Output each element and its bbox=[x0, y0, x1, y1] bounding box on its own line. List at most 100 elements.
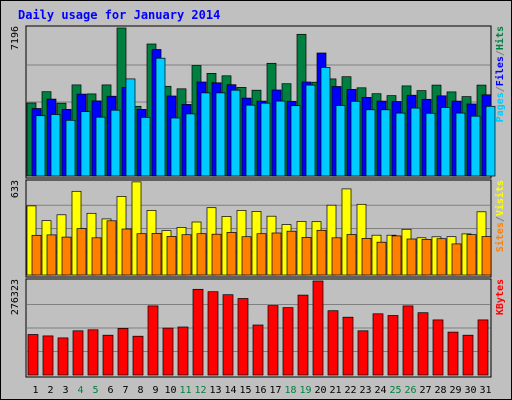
x-tick-label-day-12: 12 bbox=[194, 385, 206, 396]
bar-kbytes-day-29 bbox=[447, 331, 459, 376]
x-tick-label-day-17: 17 bbox=[269, 385, 281, 396]
bar-pages-day-29 bbox=[455, 112, 466, 177]
x-tick-label-day-28: 28 bbox=[434, 385, 446, 396]
bar-kbytes-day-13 bbox=[207, 291, 219, 376]
bar-kbytes-day-6 bbox=[102, 334, 114, 376]
x-tick-label-day-14: 14 bbox=[224, 385, 236, 396]
x-tick-label-day-5: 5 bbox=[92, 385, 98, 396]
bar-pages-day-10 bbox=[170, 117, 181, 177]
x-tick-label-day-24: 24 bbox=[374, 385, 386, 396]
x-tick-label-day-1: 1 bbox=[32, 385, 38, 396]
x-tick-label-day-22: 22 bbox=[344, 385, 356, 396]
bar-sites-day-2 bbox=[46, 234, 57, 276]
bar-pages-day-7 bbox=[125, 78, 136, 177]
series-kbytes bbox=[27, 280, 489, 376]
x-tick-label-day-11: 11 bbox=[179, 385, 191, 396]
bar-visits-day-22 bbox=[341, 188, 352, 276]
bar-sites-day-22 bbox=[346, 234, 357, 276]
bar-sites-day-27 bbox=[421, 239, 432, 276]
bar-pages-day-31 bbox=[485, 105, 496, 177]
bar-kbytes-day-9 bbox=[147, 305, 159, 376]
bar-kbytes-day-12 bbox=[192, 288, 204, 376]
x-tick-label-day-6: 6 bbox=[107, 385, 113, 396]
bar-kbytes-day-7 bbox=[117, 328, 129, 376]
bar-sites-day-1 bbox=[31, 234, 42, 276]
bar-kbytes-day-2 bbox=[42, 335, 54, 376]
bar-kbytes-day-10 bbox=[162, 327, 174, 376]
x-tick-label-day-26: 26 bbox=[404, 385, 416, 396]
chart-title: Daily usage for January 2014 bbox=[18, 8, 220, 22]
bar-kbytes-day-3 bbox=[57, 337, 69, 376]
legend-entry-visits: Visits bbox=[494, 180, 506, 216]
bar-pages-day-27 bbox=[425, 112, 436, 177]
bar-kbytes-day-20 bbox=[312, 280, 324, 376]
bar-kbytes-day-28 bbox=[432, 319, 444, 376]
bar-pages-day-24 bbox=[380, 109, 391, 177]
bar-sites-day-19 bbox=[301, 237, 312, 276]
bar-kbytes-day-31 bbox=[477, 319, 489, 376]
bar-pages-day-15 bbox=[245, 104, 256, 177]
bar-pages-day-14 bbox=[230, 89, 241, 177]
x-tick-label-day-4: 4 bbox=[77, 385, 83, 396]
legend-entry-kbytes: KBytes bbox=[495, 279, 506, 315]
x-tick-label-day-30: 30 bbox=[464, 385, 476, 396]
x-tick-label-day-7: 7 bbox=[122, 385, 128, 396]
bar-sites-day-5 bbox=[91, 237, 102, 276]
x-tick-label-day-2: 2 bbox=[47, 385, 53, 396]
bar-kbytes-day-26 bbox=[402, 305, 414, 376]
bar-pages-day-11 bbox=[185, 113, 196, 177]
x-tick-label-day-3: 3 bbox=[62, 385, 68, 396]
series-pages bbox=[35, 57, 496, 177]
bar-kbytes-day-30 bbox=[462, 334, 474, 376]
bar-sites-day-25 bbox=[391, 235, 402, 276]
bar-pages-day-26 bbox=[410, 107, 421, 177]
panel-visits-legend: Sites/Visits bbox=[494, 180, 506, 252]
bar-kbytes-day-22 bbox=[342, 316, 354, 376]
bar-sites-day-20 bbox=[316, 229, 327, 276]
panel-kbytes: 276323 KBytes bbox=[10, 278, 506, 378]
bar-visits-day-8 bbox=[131, 181, 142, 276]
bar-sites-day-17 bbox=[271, 232, 282, 276]
x-tick-label-day-20: 20 bbox=[314, 385, 326, 396]
bar-pages-day-2 bbox=[50, 114, 61, 177]
bar-sites-day-31 bbox=[481, 236, 492, 276]
bar-sites-day-14 bbox=[226, 232, 237, 276]
bar-pages-day-28 bbox=[440, 107, 451, 177]
bar-sites-day-24 bbox=[376, 241, 387, 276]
bar-pages-day-17 bbox=[275, 100, 286, 177]
legend-entry-sites: Sites bbox=[494, 222, 506, 252]
bar-pages-day-21 bbox=[335, 105, 346, 177]
bar-kbytes-day-27 bbox=[417, 312, 429, 376]
bar-kbytes-day-21 bbox=[327, 310, 339, 376]
bar-kbytes-day-5 bbox=[87, 329, 99, 376]
legend-entry-pages: Pages bbox=[495, 92, 506, 122]
bar-pages-day-6 bbox=[110, 109, 121, 177]
bar-kbytes-day-8 bbox=[132, 335, 144, 376]
bar-kbytes-day-19 bbox=[297, 294, 309, 376]
series-visits bbox=[26, 181, 487, 276]
bar-sites-day-26 bbox=[406, 238, 417, 276]
bar-kbytes-day-16 bbox=[252, 324, 264, 376]
panel-kbytes-max-label: 276323 bbox=[10, 279, 21, 315]
legend-entry-files: Files bbox=[494, 56, 506, 86]
bar-sites-day-4 bbox=[76, 228, 87, 276]
bar-pages-day-8 bbox=[140, 117, 151, 177]
bar-sites-day-29 bbox=[451, 243, 462, 276]
x-tick-label-day-18: 18 bbox=[284, 385, 296, 396]
panel-visits-max-label: 633 bbox=[10, 180, 21, 198]
bar-sites-day-8 bbox=[136, 233, 147, 276]
bar-sites-day-12 bbox=[196, 233, 207, 276]
bar-sites-day-21 bbox=[331, 237, 342, 276]
bar-pages-day-3 bbox=[65, 119, 76, 177]
x-tick-label-day-19: 19 bbox=[299, 385, 311, 396]
bar-kbytes-day-4 bbox=[72, 330, 84, 376]
bar-kbytes-day-11 bbox=[177, 326, 189, 376]
bar-pages-day-25 bbox=[395, 112, 406, 177]
bar-kbytes-day-14 bbox=[222, 294, 234, 376]
bar-pages-day-18 bbox=[290, 105, 301, 177]
series-sites bbox=[31, 220, 492, 276]
bar-kbytes-day-24 bbox=[372, 313, 384, 376]
bar-pages-day-23 bbox=[365, 109, 376, 177]
